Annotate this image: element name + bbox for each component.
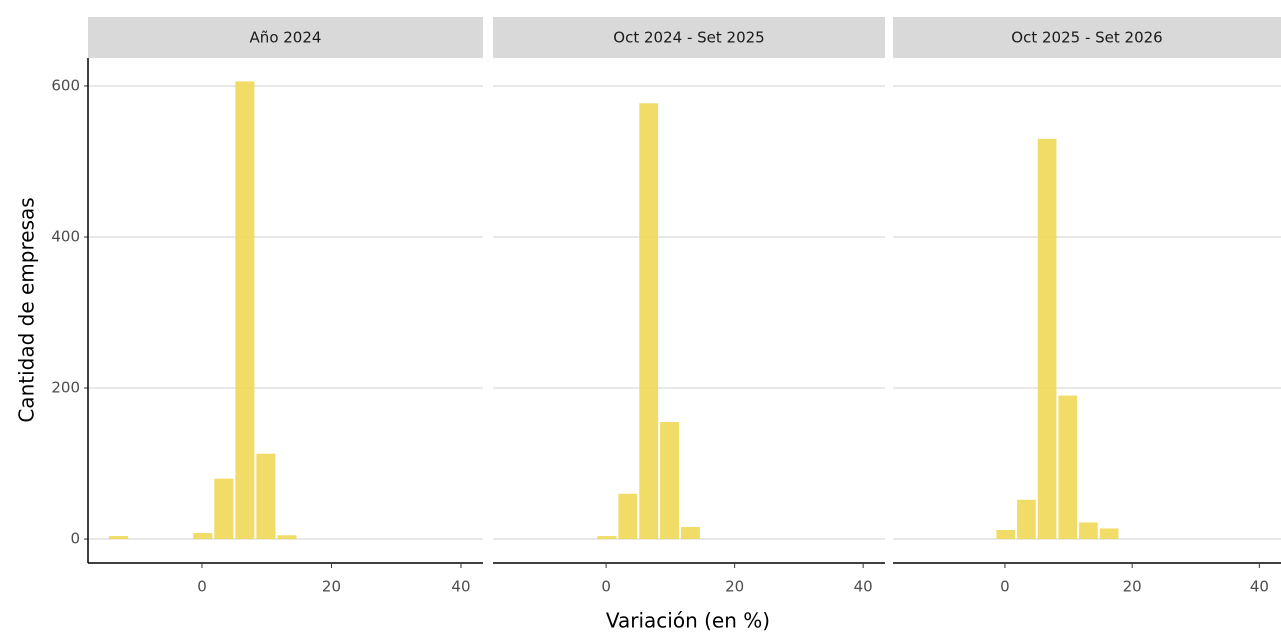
x-tick-label: 0: [197, 578, 207, 596]
bar: [1058, 395, 1078, 540]
y-tick-label: 400: [51, 227, 80, 245]
x-tick-label: 20: [1123, 578, 1142, 596]
y-tick-label: 600: [51, 76, 80, 94]
bar: [277, 535, 297, 540]
bar: [996, 529, 1016, 540]
bar: [1079, 522, 1098, 540]
y-tick-label: 0: [70, 530, 80, 548]
bar: [256, 453, 276, 540]
x-tick-label: 0: [601, 578, 611, 596]
x-tick-label: 20: [322, 578, 341, 596]
bar: [1017, 499, 1036, 540]
bar: [109, 536, 129, 540]
facet-title: Oct 2024 - Set 2025: [613, 29, 764, 47]
facet-title: Oct 2025 - Set 2026: [1011, 29, 1162, 47]
x-axis-label: Variación (en %): [606, 609, 770, 633]
bar: [660, 422, 680, 540]
x-tick-label: 40: [451, 578, 470, 596]
facet-strip: [493, 17, 885, 58]
x-tick-label: 40: [1250, 578, 1269, 596]
bar: [1099, 528, 1119, 540]
bar: [597, 536, 617, 540]
x-tick-label: 20: [725, 578, 744, 596]
bar: [681, 526, 700, 540]
facet-strip: [893, 17, 1281, 58]
y-tick-label: 200: [51, 379, 80, 397]
bar: [193, 533, 213, 540]
bar: [1037, 138, 1057, 540]
bar: [618, 493, 638, 540]
bar: [235, 81, 255, 540]
bar: [214, 478, 234, 540]
y-axis-label: Cantidad de empresas: [15, 197, 39, 422]
facet-title: Año 2024: [250, 29, 322, 47]
x-tick-label: 40: [854, 578, 873, 596]
facet-strip: [88, 17, 483, 58]
bar: [639, 103, 659, 540]
x-tick-label: 0: [1000, 578, 1010, 596]
